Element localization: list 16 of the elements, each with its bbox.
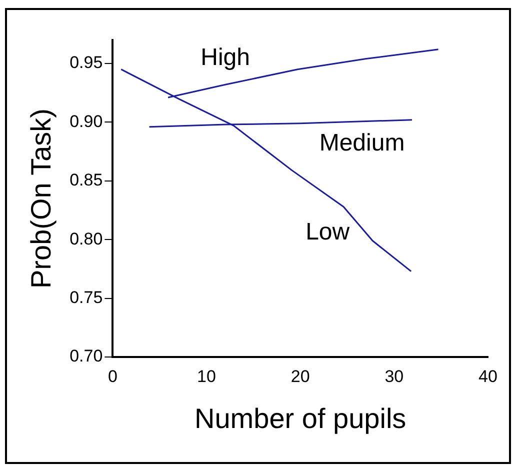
y-tick-label: 0.80: [70, 229, 103, 248]
x-axis-title: Number of pupils: [194, 402, 406, 434]
x-tick-label: 0: [108, 366, 118, 386]
x-tick-label: 30: [384, 366, 404, 386]
series-label: Medium: [319, 129, 405, 156]
y-tick-label: 0.70: [70, 346, 103, 366]
x-tick-label: 10: [197, 366, 216, 386]
y-axis-title: Prob(On Task): [26, 108, 57, 288]
y-tick-label: 0.85: [70, 170, 103, 190]
series-label: High: [200, 44, 250, 72]
x-tick-label: 40: [478, 366, 498, 386]
series-label: Low: [306, 218, 350, 246]
x-tick-label: 20: [290, 366, 310, 386]
y-tick-label: 0.75: [70, 288, 103, 307]
y-tick-label: 0.95: [70, 53, 103, 72]
y-tick-label: 0.90: [70, 112, 103, 131]
